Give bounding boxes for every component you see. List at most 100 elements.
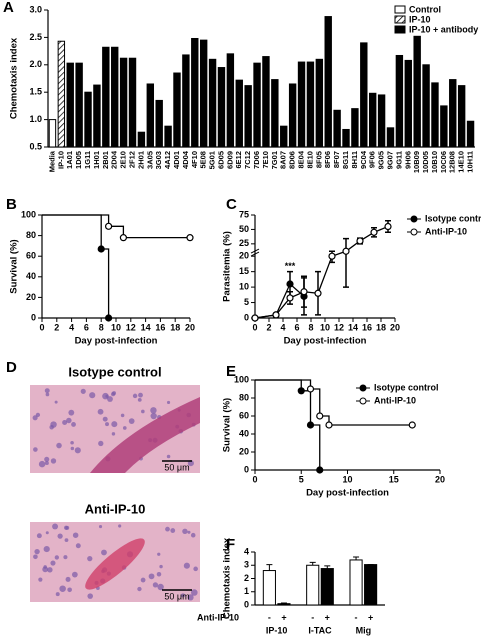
x-tick-label: 8E04: [297, 150, 306, 168]
marker: [306, 421, 315, 429]
y-tick-label: 0: [31, 312, 36, 322]
bar: [226, 53, 235, 148]
y-axis-title: Chemotaxis index: [9, 37, 20, 119]
y-tick-label: 5: [244, 297, 249, 307]
cell: [66, 417, 72, 424]
bar: [280, 125, 288, 148]
cell: [152, 582, 159, 588]
marker: [104, 314, 113, 322]
bar: [146, 83, 155, 148]
cell: [118, 524, 122, 528]
x-tick-label: 7G01: [270, 151, 279, 169]
x-tick-label: 6E12: [234, 151, 243, 169]
y-tick-label: 0: [244, 599, 249, 609]
axis-break: [250, 248, 260, 257]
scale-label: 50 μm: [164, 462, 189, 472]
x-tick-label: 2: [54, 322, 59, 332]
y-tick-label: 2: [244, 573, 249, 583]
x-tick-label: 9G07: [385, 151, 394, 169]
marker: [251, 314, 259, 322]
y-tick-label: 3.0: [29, 4, 42, 14]
cell: [80, 388, 86, 394]
cell: [59, 585, 66, 592]
marker: [300, 288, 308, 296]
y-axis-title: Survival (%): [9, 239, 20, 293]
image-title: Isotype control: [68, 364, 161, 379]
cell: [33, 447, 38, 452]
legend-swatch: [394, 15, 406, 24]
series-line: [42, 214, 190, 239]
cell: [141, 409, 145, 414]
x-tick-label: 8F06: [323, 151, 332, 168]
cell: [137, 397, 142, 402]
cell: [54, 400, 58, 404]
cell: [122, 426, 127, 430]
x-tick-label: 14: [141, 322, 151, 332]
cell: [166, 400, 171, 405]
bar: [351, 108, 359, 148]
cell: [150, 407, 157, 414]
bar: [288, 83, 297, 148]
cell: [54, 555, 59, 560]
legend-label: Anti-IP-10: [374, 395, 416, 405]
x-axis-title: Day post-infection: [306, 488, 389, 499]
bar: [466, 120, 475, 148]
x-tick-label: 14: [348, 322, 358, 332]
cell: [87, 593, 93, 599]
marker: [316, 412, 324, 420]
marker: [272, 311, 280, 319]
group-label: I-TAC: [308, 625, 332, 635]
cell: [38, 460, 46, 468]
x-tick-label: 4F10: [190, 151, 199, 168]
cell: [70, 446, 75, 451]
y-tick-label: 0: [244, 464, 249, 474]
group-label: IP-10: [266, 625, 288, 635]
cell: [111, 432, 116, 436]
bar: [333, 109, 341, 148]
legend-label: Isotype control: [374, 382, 439, 392]
legend-marker: [359, 384, 367, 392]
cell: [140, 577, 146, 583]
marker: [370, 228, 378, 236]
y-tick-label: 60: [239, 410, 249, 420]
x-tick-label: 12B08: [448, 151, 457, 173]
cell: [87, 556, 93, 562]
x-tick-label: 8G11: [341, 151, 350, 169]
x-tick-label: 18: [170, 322, 180, 332]
scale-label: 50 μm: [164, 591, 189, 601]
y-tick-label: 40: [239, 428, 249, 438]
cell: [45, 392, 50, 397]
y-axis-title: Survival (%): [222, 398, 233, 452]
x-tick-label: 4A12: [163, 151, 172, 169]
y-tick-label: 20: [239, 446, 249, 456]
x-tick-label: 10D05: [421, 151, 430, 173]
cell: [102, 416, 108, 422]
marker: [286, 294, 294, 302]
marker: [314, 289, 322, 297]
row-label: Anti-IP-10: [197, 612, 239, 622]
y-tick-label: 15: [239, 266, 249, 276]
cell: [148, 573, 155, 580]
cell: [63, 525, 69, 530]
x-tick-label: 8D06: [288, 151, 297, 169]
bar: [208, 58, 217, 148]
y-tick-label: 2.5: [29, 32, 42, 42]
x-tick-label: 10: [320, 322, 330, 332]
x-tick-label: 8: [99, 322, 104, 332]
bar: [360, 42, 368, 148]
bar: [182, 54, 190, 148]
series-label: -: [311, 612, 314, 622]
image-title: Anti-IP-10: [85, 501, 146, 516]
y-tick-label: 60: [26, 251, 36, 261]
bar: [440, 105, 448, 148]
x-tick-label: 14E10: [457, 151, 466, 173]
cell: [50, 560, 56, 566]
x-tick-label: 4: [280, 322, 285, 332]
vessel: [85, 538, 145, 590]
bar: [137, 131, 146, 148]
x-tick-label: 6: [84, 322, 89, 332]
x-tick-label: 2F12: [127, 151, 136, 168]
marker: [408, 421, 416, 429]
x-tick-label: 6D05: [216, 151, 225, 169]
legend-marker: [410, 228, 418, 236]
